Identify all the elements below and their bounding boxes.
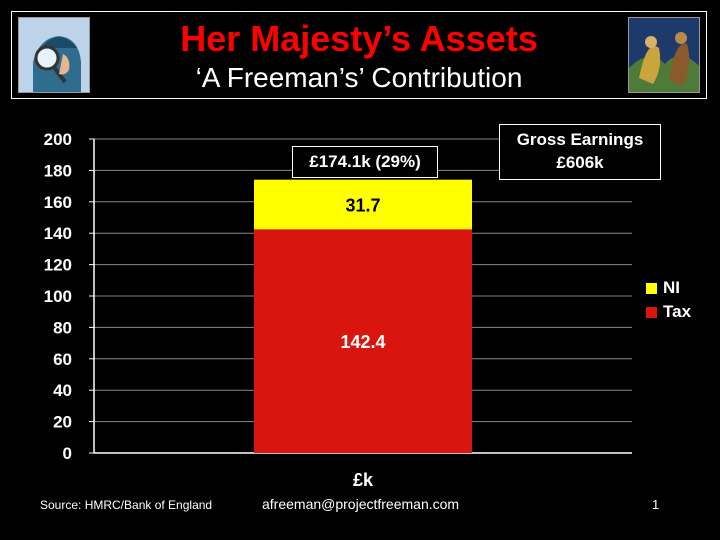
figures-illustration-image (628, 17, 700, 93)
data-label-tax: 142.4 (340, 332, 385, 352)
y-tick-label: 80 (53, 318, 72, 337)
legend-swatch-tax (646, 306, 657, 318)
bar-ni (254, 179, 472, 230)
header-box: Her Majesty’s Assets ‘A Freeman’s’ Contr… (11, 11, 707, 99)
legend-item-tax: Tax (646, 300, 691, 324)
detective-magnifier-image (18, 17, 90, 93)
y-tick-label: 180 (44, 161, 72, 180)
page-title: Her Majesty’s Assets (180, 18, 538, 59)
gross-earnings-value: £606k (556, 153, 604, 172)
y-tick-label: 40 (53, 381, 72, 400)
y-tick-label: 100 (44, 287, 72, 306)
y-tick-label: 0 (63, 444, 72, 463)
chart-legend: NI Tax (646, 276, 691, 324)
source-note: Source: HMRC/Bank of England (40, 498, 213, 512)
y-tick-label: 120 (44, 256, 72, 275)
legend-label-ni: NI (663, 278, 680, 297)
y-tick-label: 160 (44, 193, 72, 212)
y-tick-label: 140 (44, 224, 72, 243)
y-tick-label: 20 (53, 413, 72, 432)
contact-email: afreeman@projectfreeman.com (262, 496, 460, 512)
data-label-ni: 31.7 (345, 196, 380, 216)
gross-earnings-annotation: Gross Earnings £606k (499, 124, 661, 180)
total-annotation: £174.1k (29%) (292, 146, 438, 178)
bar-tax (254, 229, 472, 453)
x-category-label: £k (353, 470, 374, 490)
page-subtitle: ‘A Freeman’s’ Contribution (195, 62, 523, 93)
legend-item-ni: NI (646, 276, 691, 300)
page-number: 1 (652, 497, 660, 512)
y-tick-label: 200 (44, 130, 72, 149)
legend-label-tax: Tax (663, 302, 692, 321)
gross-earnings-label: Gross Earnings (516, 130, 644, 149)
y-tick-label: 60 (53, 350, 72, 369)
legend-swatch-ni (646, 282, 657, 294)
